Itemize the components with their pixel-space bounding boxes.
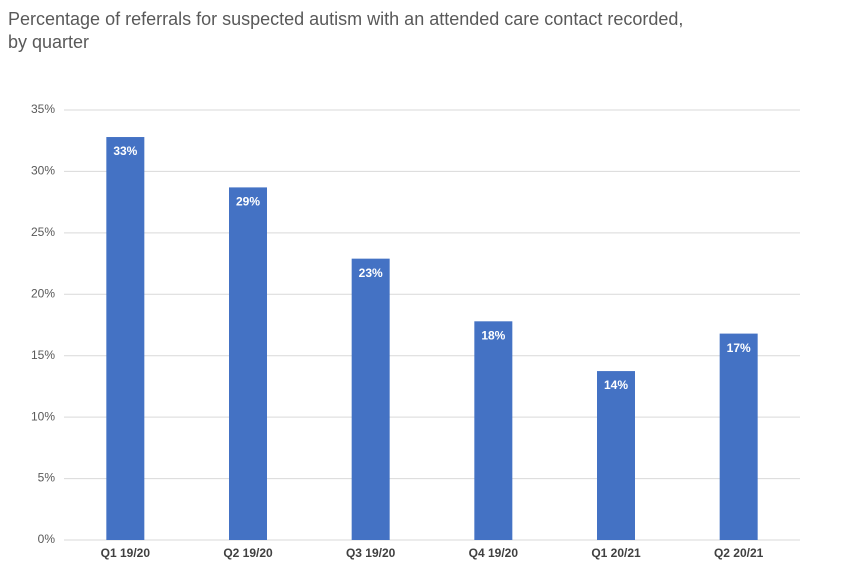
- y-tick-label: 10%: [31, 409, 55, 423]
- y-tick-label: 35%: [31, 102, 55, 116]
- x-tick-label: Q2 20/21: [714, 546, 764, 560]
- x-tick-label: Q1 20/21: [591, 546, 641, 560]
- x-tick-label: Q2 19/20: [223, 546, 273, 560]
- value-label: 18%: [481, 328, 505, 342]
- value-label: 33%: [113, 144, 137, 158]
- y-tick-label: 0%: [38, 532, 56, 546]
- y-tick-label: 15%: [31, 348, 55, 362]
- x-tick-label: Q1 19/20: [101, 546, 151, 560]
- value-label: 14%: [604, 378, 628, 392]
- x-tick-label: Q3 19/20: [346, 546, 396, 560]
- x-tick-label: Q4 19/20: [469, 546, 519, 560]
- bar: [229, 187, 267, 540]
- y-tick-label: 30%: [31, 164, 55, 178]
- bar: [474, 321, 513, 540]
- value-label: 29%: [236, 195, 260, 209]
- value-label: 17%: [727, 341, 751, 355]
- y-tick-label: 20%: [31, 286, 55, 300]
- y-tick-label: 25%: [31, 225, 55, 239]
- bar: [106, 137, 145, 540]
- chart-title: by quarter: [8, 32, 89, 52]
- value-label: 23%: [359, 266, 383, 280]
- bar: [597, 371, 635, 540]
- y-tick-label: 5%: [38, 471, 56, 485]
- bar: [719, 333, 758, 540]
- bar: [351, 258, 390, 540]
- chart-title: Percentage of referrals for suspected au…: [8, 9, 683, 29]
